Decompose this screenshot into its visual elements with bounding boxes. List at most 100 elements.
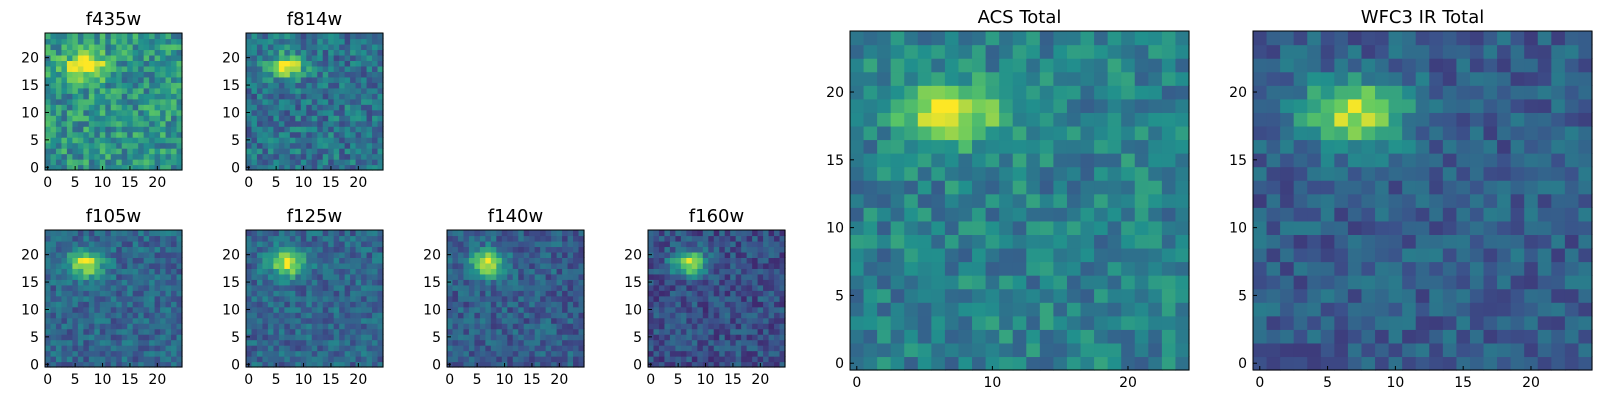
heatmap-cell [45,235,52,242]
heatmap-cell [328,268,335,275]
heatmap-cell [77,356,84,363]
heatmap-cell [306,230,313,237]
heatmap-cell [1026,85,1041,100]
heatmap-cell [529,279,536,286]
heatmap-cell [1347,166,1363,181]
heatmap-cell [691,273,698,280]
heatmap-cell [1148,71,1163,86]
heatmap-cell [311,120,318,127]
heatmap-cell [551,240,558,248]
heatmap-cell [127,33,134,40]
heatmap-cell [1039,247,1054,263]
heatmap-cell [256,240,264,248]
heatmap-cell [1026,153,1041,168]
heatmap-cell [562,279,569,286]
heatmap-cell [1564,193,1580,208]
heatmap-cell [1388,329,1403,344]
heatmap-cell [127,295,134,302]
heatmap-cell [1388,153,1403,168]
heatmap-cell [171,295,178,302]
heatmap-cell [132,131,139,138]
heatmap-cell [55,43,63,51]
heatmap-cell [165,279,172,286]
heatmap-cell [377,33,384,40]
heatmap-cell [1347,193,1363,208]
heatmap-cell [176,230,183,237]
heatmap-cell [490,273,497,280]
heatmap-cell [680,334,687,341]
heatmap-cell [1307,220,1322,235]
heatmap-cell [176,317,183,324]
heatmap-cell [138,54,145,61]
heatmap-cell [1564,329,1580,344]
heatmap-cell [1469,288,1485,303]
heatmap-cell [110,164,117,171]
heatmap-cell [512,356,519,363]
heatmap-cell [333,328,340,335]
heatmap-cell [273,131,280,138]
heatmap-cell [355,284,362,291]
x-tick-label: 5 [674,372,683,388]
heatmap-cell [273,159,280,166]
heatmap-cell [350,76,357,83]
heatmap-cell [779,230,786,237]
heatmap-cell [149,126,156,133]
heatmap-cell [322,295,329,302]
heatmap-cell [719,257,726,264]
heatmap-cell [88,328,95,335]
heatmap-cell [1551,356,1566,371]
heatmap-cell [452,279,459,286]
heatmap-cell [468,230,475,237]
heatmap-cell [463,284,470,291]
heatmap-cell [355,159,362,166]
heatmap-cell [262,345,269,352]
heatmap-cell [763,290,770,297]
heatmap-cell [372,153,379,160]
heatmap-cell [512,350,519,357]
heatmap-cell [300,131,307,138]
heatmap-cell [45,328,52,335]
heatmap-cell [1361,329,1376,344]
heatmap-cell [1094,31,1109,46]
heatmap-cell [741,345,748,352]
heatmap-cell [377,131,384,138]
y-tick-label: 0 [30,160,39,176]
heatmap-cell [339,71,346,78]
heatmap-cell [931,302,946,317]
heatmap-cell [88,164,95,171]
heatmap-cell [284,257,291,264]
heatmap-cell [251,328,258,335]
heatmap-cell [664,334,671,341]
heatmap-cell [306,257,313,264]
heatmap-cell [485,312,492,319]
heatmap-cell [344,273,351,280]
heatmap-cell [83,279,90,286]
heatmap-cell [675,323,682,330]
heatmap-cell [328,323,335,330]
heatmap-cell [50,76,57,83]
heatmap-cell [246,240,253,248]
heatmap-cell [972,180,987,195]
heatmap-cell [1347,288,1363,303]
heatmap-cell [931,234,946,249]
heatmap-cell [256,104,264,111]
heatmap-cell [149,76,156,83]
heatmap-cell [361,235,368,242]
heatmap-cell [149,339,156,346]
heatmap-cell [1161,220,1177,235]
heatmap-cell [702,356,709,363]
heatmap-cell [545,279,552,286]
heatmap-cell [1107,58,1122,73]
heatmap-cell [55,328,63,335]
heatmap-cell [127,142,134,149]
heatmap-cell [664,290,671,297]
heatmap-cell [496,284,503,291]
heatmap-cell [562,240,569,248]
heatmap-cell [507,306,514,313]
heatmap-cell [917,261,932,276]
heatmap-cell [735,317,742,324]
heatmap-cell [154,126,161,133]
heatmap-cell [176,273,183,280]
heatmap-cell [669,246,676,253]
heatmap-cell [306,104,313,111]
